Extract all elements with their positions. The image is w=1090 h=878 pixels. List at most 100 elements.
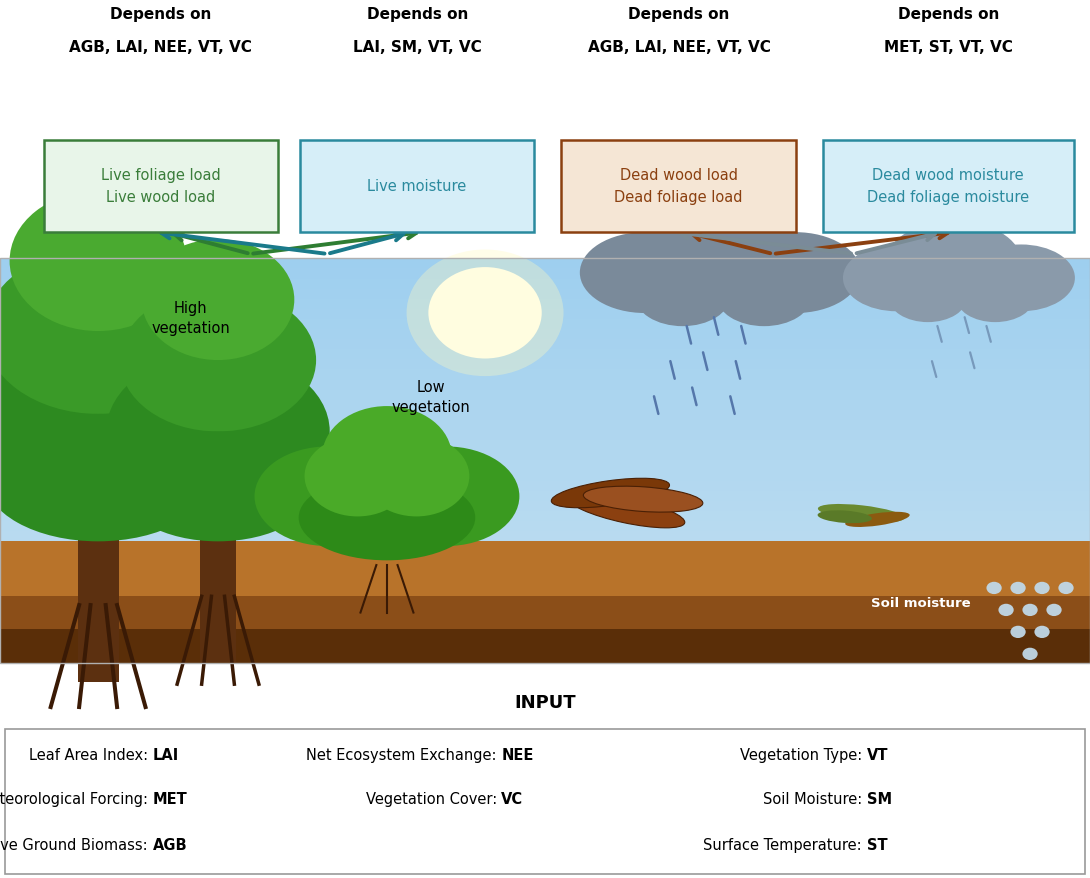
Text: Depends on: Depends on [897,7,1000,22]
Text: Surface Temperature:: Surface Temperature: [703,837,867,853]
Text: VC: VC [501,791,523,807]
Bar [0,582,1090,592]
Text: Net Ecosystem Exchange:: Net Ecosystem Exchange: [306,747,501,763]
Bar [0,501,1090,511]
Text: Soil moisture: Soil moisture [871,597,971,609]
Bar [561,140,796,233]
Ellipse shape [304,436,411,517]
Circle shape [1046,604,1062,616]
Bar [0,299,1090,310]
Text: Depends on: Depends on [109,7,211,22]
Ellipse shape [120,289,316,432]
Circle shape [998,604,1014,616]
Text: Vegetation Cover:: Vegetation Cover: [365,791,501,807]
Ellipse shape [142,240,294,361]
Bar [0,632,1090,643]
Bar [0,451,1090,461]
Text: Vegetation Type:: Vegetation Type: [740,747,867,763]
Ellipse shape [818,504,905,523]
Circle shape [1022,604,1038,616]
Bar [0,542,1090,551]
Text: AGB, LAI, NEE, VT, VC: AGB, LAI, NEE, VT, VC [69,40,252,55]
Ellipse shape [299,475,475,561]
Bar [823,140,1074,233]
Circle shape [1022,648,1038,660]
Ellipse shape [886,222,1021,302]
Text: Above Ground Biomass:: Above Ground Biomass: [0,837,153,853]
Bar [0,572,1090,582]
Bar [0,320,1090,329]
Bar [0,259,1090,269]
Bar [5,729,1085,874]
Ellipse shape [956,273,1034,323]
Text: LAI, SM, VT, VC: LAI, SM, VT, VC [353,40,482,55]
Text: Leaf Area Index:: Leaf Area Index: [28,747,153,763]
Text: SM: SM [867,791,892,807]
Text: AGB, LAI, NEE, VT, VC: AGB, LAI, NEE, VT, VC [588,40,771,55]
Ellipse shape [818,511,872,523]
Ellipse shape [888,273,967,323]
Ellipse shape [552,479,669,508]
Ellipse shape [120,432,316,542]
Text: Live moisture: Live moisture [367,179,467,194]
Text: Live foliage load
Live wood load: Live foliage load Live wood load [101,168,220,205]
Text: High
vegetation: High vegetation [152,300,230,335]
Ellipse shape [569,493,685,529]
Bar [0,613,1090,623]
Circle shape [986,582,1002,594]
Ellipse shape [0,323,228,506]
Ellipse shape [323,407,451,506]
Circle shape [1034,582,1050,594]
Text: Meteorological Forcing:: Meteorological Forcing: [0,791,153,807]
Ellipse shape [10,191,186,332]
Ellipse shape [255,447,401,546]
Ellipse shape [967,245,1075,312]
Text: MET: MET [153,791,187,807]
Bar [0,390,1090,400]
Circle shape [428,268,542,359]
Text: Dead wood load
Dead foliage load: Dead wood load Dead foliage load [615,168,742,205]
Bar [0,511,1090,522]
Ellipse shape [0,249,211,414]
Circle shape [1058,582,1074,594]
Text: Depends on: Depends on [628,7,730,22]
Circle shape [1034,626,1050,638]
Bar [0,371,1090,380]
Ellipse shape [363,436,470,517]
Ellipse shape [843,245,950,312]
Text: AGB: AGB [153,837,187,853]
Bar [0,290,1090,299]
Bar [44,140,278,233]
Bar [0,461,1090,471]
Text: ST: ST [867,837,887,853]
Text: NEE: NEE [501,747,534,763]
Bar [0,270,1090,279]
Circle shape [1010,626,1026,638]
Text: Low
vegetation: Low vegetation [391,379,470,414]
Bar [77,516,119,681]
Ellipse shape [107,353,330,511]
Bar [0,259,1090,663]
Ellipse shape [730,233,861,313]
Text: VT: VT [867,747,888,763]
Ellipse shape [845,512,910,528]
Bar [0,400,1090,411]
Bar [0,360,1090,371]
Bar [0,542,1090,663]
Bar [0,481,1090,492]
Bar [0,552,1090,562]
Bar [0,380,1090,390]
Bar [0,441,1090,451]
Ellipse shape [372,447,520,546]
Bar [0,592,1090,602]
Text: Depends on: Depends on [366,7,469,22]
Text: LAI: LAI [153,747,179,763]
Bar [0,421,1090,430]
Ellipse shape [583,486,703,513]
Bar [0,349,1090,360]
Bar [0,562,1090,572]
Ellipse shape [580,233,711,313]
Bar [0,629,1090,663]
Text: INPUT: INPUT [514,694,576,711]
Bar [0,522,1090,532]
